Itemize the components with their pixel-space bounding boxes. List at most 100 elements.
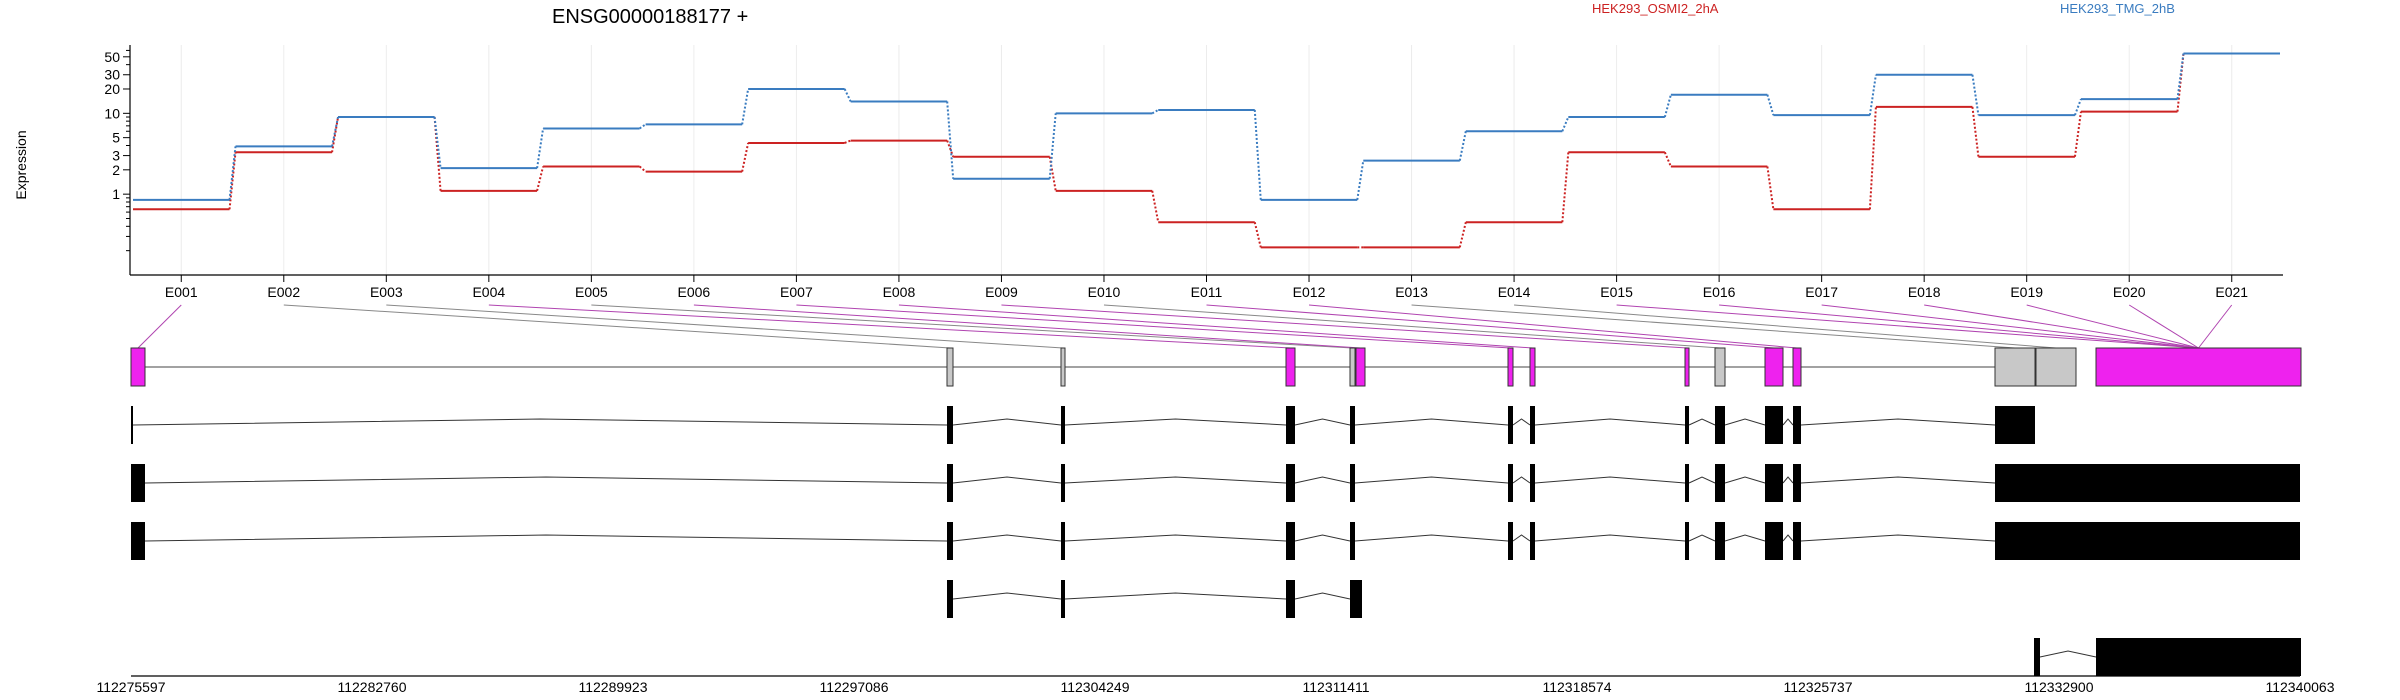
x-tick-label: E010 [1088,284,1121,300]
transcript-exon [1350,464,1355,502]
transcript-exon [1685,522,1689,560]
intron-line [1064,534,1287,542]
series-2-connector [331,116,340,147]
intron-line [1064,592,1287,600]
y-axis-label: Expression [13,130,29,199]
series-1-connector [946,140,955,158]
transcript-exon [131,522,145,560]
x-tick-label: E012 [1293,284,1326,300]
x-tick-label: E017 [1805,284,1838,300]
intron-line [1064,476,1287,484]
intron-line [1294,476,1351,484]
transcript-exon [1765,522,1783,560]
series-2-connector [1663,94,1672,118]
intron-line [1534,418,1686,426]
transcript-exon [947,522,953,560]
transcript-exon [947,464,953,502]
intron-line [1800,476,1996,484]
exon-link [2026,304,2199,349]
exon-link [1514,304,2057,349]
transcript-exon [1508,464,1513,502]
transcript-exon [2096,638,2301,676]
coordinate-label: 112340063 [2265,679,2334,695]
transcript-exon [1793,522,1801,560]
coordinate-label: 112311411 [1303,679,1370,695]
transcript-exon [1508,406,1513,444]
intron-line [144,476,948,484]
x-tick-label: E009 [985,284,1018,300]
intron-line [144,534,948,542]
x-tick-label: E020 [2113,284,2146,300]
transcript-exon [947,406,953,444]
intron-line [1724,476,1766,484]
intron-line [1512,534,1531,542]
series-1-connector [228,152,237,210]
transcript-exon [1061,580,1065,618]
exon-link [1103,304,1721,349]
exon-box [1764,347,1784,387]
intron-line [1724,534,1766,542]
transcript-exon [1995,464,2300,502]
exon-link [2128,304,2199,349]
intron-line [1688,534,1716,542]
transcript-exon [1715,406,1725,444]
transcript-exon [1350,580,1362,618]
intron-line [1512,476,1531,484]
intron-line [1064,418,1287,426]
series-2-connector [2074,98,2082,116]
transcript-exon [1530,522,1535,560]
exon-box [1684,347,1690,387]
intron-line [132,418,948,426]
transcript-exon [1350,406,1355,444]
exon-box [2035,347,2077,387]
exon-box [1060,347,1066,387]
exon-box [1994,347,2036,387]
transcript-3 [131,522,2300,560]
transcript-exon [1508,522,1513,560]
coordinate-label: 112325737 [1783,679,1852,695]
chart-title: ENSG00000188177 + [552,6,748,28]
intron-line [1354,476,1509,484]
y-tick-label: 30 [104,67,120,83]
transcript-exon [1061,464,1065,502]
exon-link [1308,304,1798,349]
transcript-exon [1715,464,1725,502]
series-2-connector [1458,131,1467,161]
intron-line [1534,534,1686,542]
coordinate-label: 112304249 [1060,679,1129,695]
y-tick-label: 1 [112,186,120,202]
exon-link [137,304,182,349]
x-tick-label: E014 [1498,284,1531,300]
intron-line [1782,476,1794,484]
transcript-exon [1530,406,1535,444]
exon-link [488,304,1291,349]
gene-model [130,304,2302,676]
intron-line [1512,418,1531,426]
transcript-exon [131,464,145,502]
series-1-connector [1561,152,1570,223]
x-tick-label: E018 [1908,284,1941,300]
transcript-exon [1685,464,1689,502]
exon-link [898,304,1533,349]
y-tick-label: 5 [112,130,120,146]
transcript-exon [1793,464,1801,502]
series-2-connector [2176,53,2185,100]
exon-link [2198,304,2233,349]
series-1-connector [1766,166,1775,210]
x-tick-label: E016 [1703,284,1736,300]
intron-line [1724,418,1766,426]
series-1-connector [536,166,545,192]
exon-box [130,347,146,387]
transcript-5 [2034,638,2301,676]
series-1-connector [1458,221,1467,248]
exon-link [1924,304,2199,349]
intron-line [1800,534,1996,542]
transcript-exon [1995,522,2300,560]
transcript-exon [1530,464,1535,502]
exon-link [1411,304,2016,349]
series-2-connector [1151,109,1159,115]
series-2-connector [946,101,955,179]
x-tick-label: E021 [2215,284,2248,300]
intron-line [1782,418,1794,426]
intron-line [952,592,1062,600]
